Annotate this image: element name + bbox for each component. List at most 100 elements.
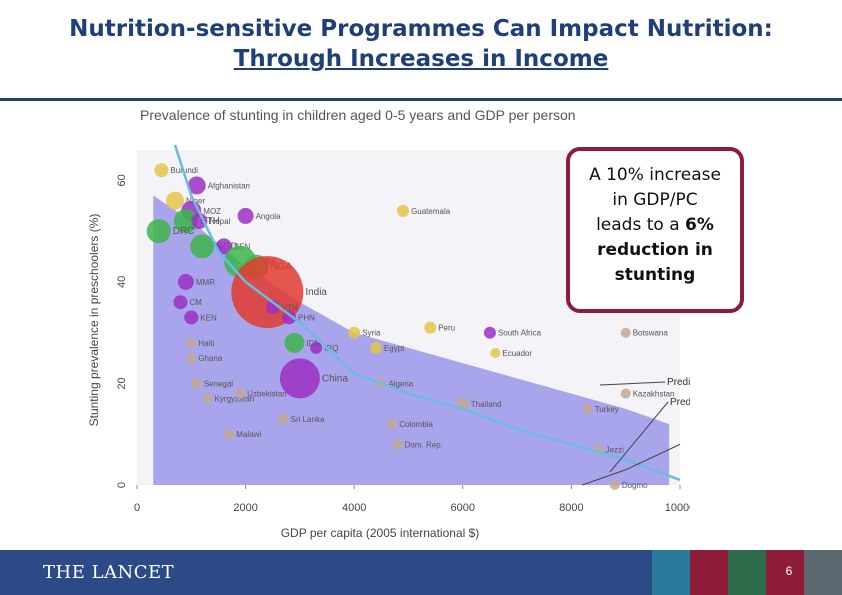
footer-color-block-4 <box>766 550 804 595</box>
point-label: Thailand <box>471 400 502 409</box>
data-point <box>424 321 437 334</box>
data-point <box>173 295 188 310</box>
footer-navy-block <box>0 550 652 595</box>
data-point <box>397 204 410 217</box>
callout-box: A 10% increase in GDP/PC leads to a 6% r… <box>566 147 744 313</box>
data-point <box>166 191 185 210</box>
y-tick-label: 20 <box>116 377 128 389</box>
chart-title: Prevalence of stunting in children aged … <box>140 107 576 123</box>
point-label: Haiti <box>198 339 214 348</box>
data-point <box>620 388 631 399</box>
callout-line-5: stunting <box>570 263 740 288</box>
data-point <box>387 419 398 430</box>
footer-color-block-5 <box>804 550 842 595</box>
y-tick-label: 40 <box>116 276 128 288</box>
point-label: KEN <box>200 313 217 322</box>
data-point <box>187 176 206 195</box>
point-label: Senegal <box>204 379 234 388</box>
point-label: Dogmo <box>622 481 648 490</box>
callout-highlight: 6% <box>685 215 714 235</box>
callout-line-3: leads to a 6% <box>570 213 740 238</box>
shaded-band <box>153 195 670 485</box>
point-label: Colombia <box>399 420 433 429</box>
point-label: Jezzi <box>606 445 624 454</box>
data-point <box>235 388 246 399</box>
y-tick-label: 0 <box>116 482 128 488</box>
point-label: Sri Lanka <box>291 415 325 424</box>
callout-line-4: reduction in <box>570 238 740 263</box>
data-point <box>582 403 593 414</box>
point-label: China <box>322 373 349 384</box>
point-label: Syria <box>362 329 381 338</box>
point-label: Kyrgyzstan <box>215 395 255 404</box>
point-label: Afghanistan <box>208 181 250 190</box>
data-point <box>224 429 235 440</box>
annotation-stunting-line: Predicted stunting line <box>667 377 690 388</box>
data-point <box>215 238 232 255</box>
point-label: MOZ <box>203 207 221 216</box>
data-point <box>186 337 197 348</box>
lancet-logo: THE LANCET <box>43 562 175 583</box>
x-tick-label: 4000 <box>342 502 366 514</box>
title-divider <box>0 98 842 101</box>
x-tick-label: 6000 <box>451 502 475 514</box>
data-point <box>173 209 198 233</box>
point-label: Guatemala <box>411 207 451 216</box>
point-label: Niger <box>186 197 205 206</box>
data-point <box>369 341 382 354</box>
point-label: Dom. Rep. <box>405 440 443 449</box>
data-point <box>177 273 194 290</box>
point-label: ETH <box>200 216 220 227</box>
callout-line-1: A 10% increase <box>589 165 721 185</box>
data-point <box>237 207 254 224</box>
x-axis-label: GDP per capita (2005 international $) <box>281 526 480 540</box>
callout-line-3-text: leads to a <box>596 215 686 235</box>
data-point <box>278 414 289 424</box>
point-label: Peru <box>438 324 455 333</box>
callout-line-2: in GDP/PC <box>612 190 698 210</box>
page-number: 6 <box>785 564 793 578</box>
footer-bar: THE LANCET 6 <box>0 550 842 595</box>
data-point <box>191 378 202 389</box>
data-point <box>190 234 215 259</box>
x-tick-label: 2000 <box>233 502 257 514</box>
point-label: Ghana <box>198 354 223 363</box>
data-point <box>310 341 323 354</box>
data-point <box>154 163 169 178</box>
data-point <box>620 327 631 338</box>
footer-color-block-3 <box>728 550 766 595</box>
y-axis-label: Stunting prevalence in preschoolers (%) <box>87 214 101 427</box>
data-point <box>146 219 171 244</box>
poverty-line-leader <box>609 401 669 473</box>
data-point <box>490 348 501 358</box>
data-point <box>392 439 403 450</box>
point-label: Nepal <box>209 217 230 226</box>
title-line-2: Through Increases in Income <box>233 46 609 72</box>
stunting-line-leader <box>599 381 666 386</box>
page-title: Nutrition-sensitive Programmes Can Impac… <box>0 14 842 74</box>
predicted-stunting-line <box>173 144 681 482</box>
point-label: Egypt <box>384 344 405 353</box>
data-point <box>609 480 620 490</box>
data-point <box>279 358 320 399</box>
data-point <box>483 326 496 339</box>
point-label: South Africa <box>498 329 542 338</box>
data-point <box>282 310 297 325</box>
data-point <box>191 213 208 229</box>
point-label: India <box>305 287 327 298</box>
data-point <box>184 310 199 325</box>
data-point <box>186 353 197 364</box>
x-tick-label: 0 <box>134 502 140 514</box>
data-point <box>202 393 213 404</box>
point-label: Kazakhstan <box>633 390 675 399</box>
footer-color-block-2 <box>690 550 728 595</box>
point-label: Malawi <box>236 430 261 439</box>
point-label: IRQ <box>324 344 338 353</box>
point-label: CM <box>189 298 202 307</box>
y-tick-label: 60 <box>116 174 128 186</box>
x-tick-label: 8000 <box>559 502 583 514</box>
data-point <box>348 326 361 339</box>
footer-color-block-1 <box>652 550 690 595</box>
point-label: Uzbekistan <box>247 390 287 399</box>
